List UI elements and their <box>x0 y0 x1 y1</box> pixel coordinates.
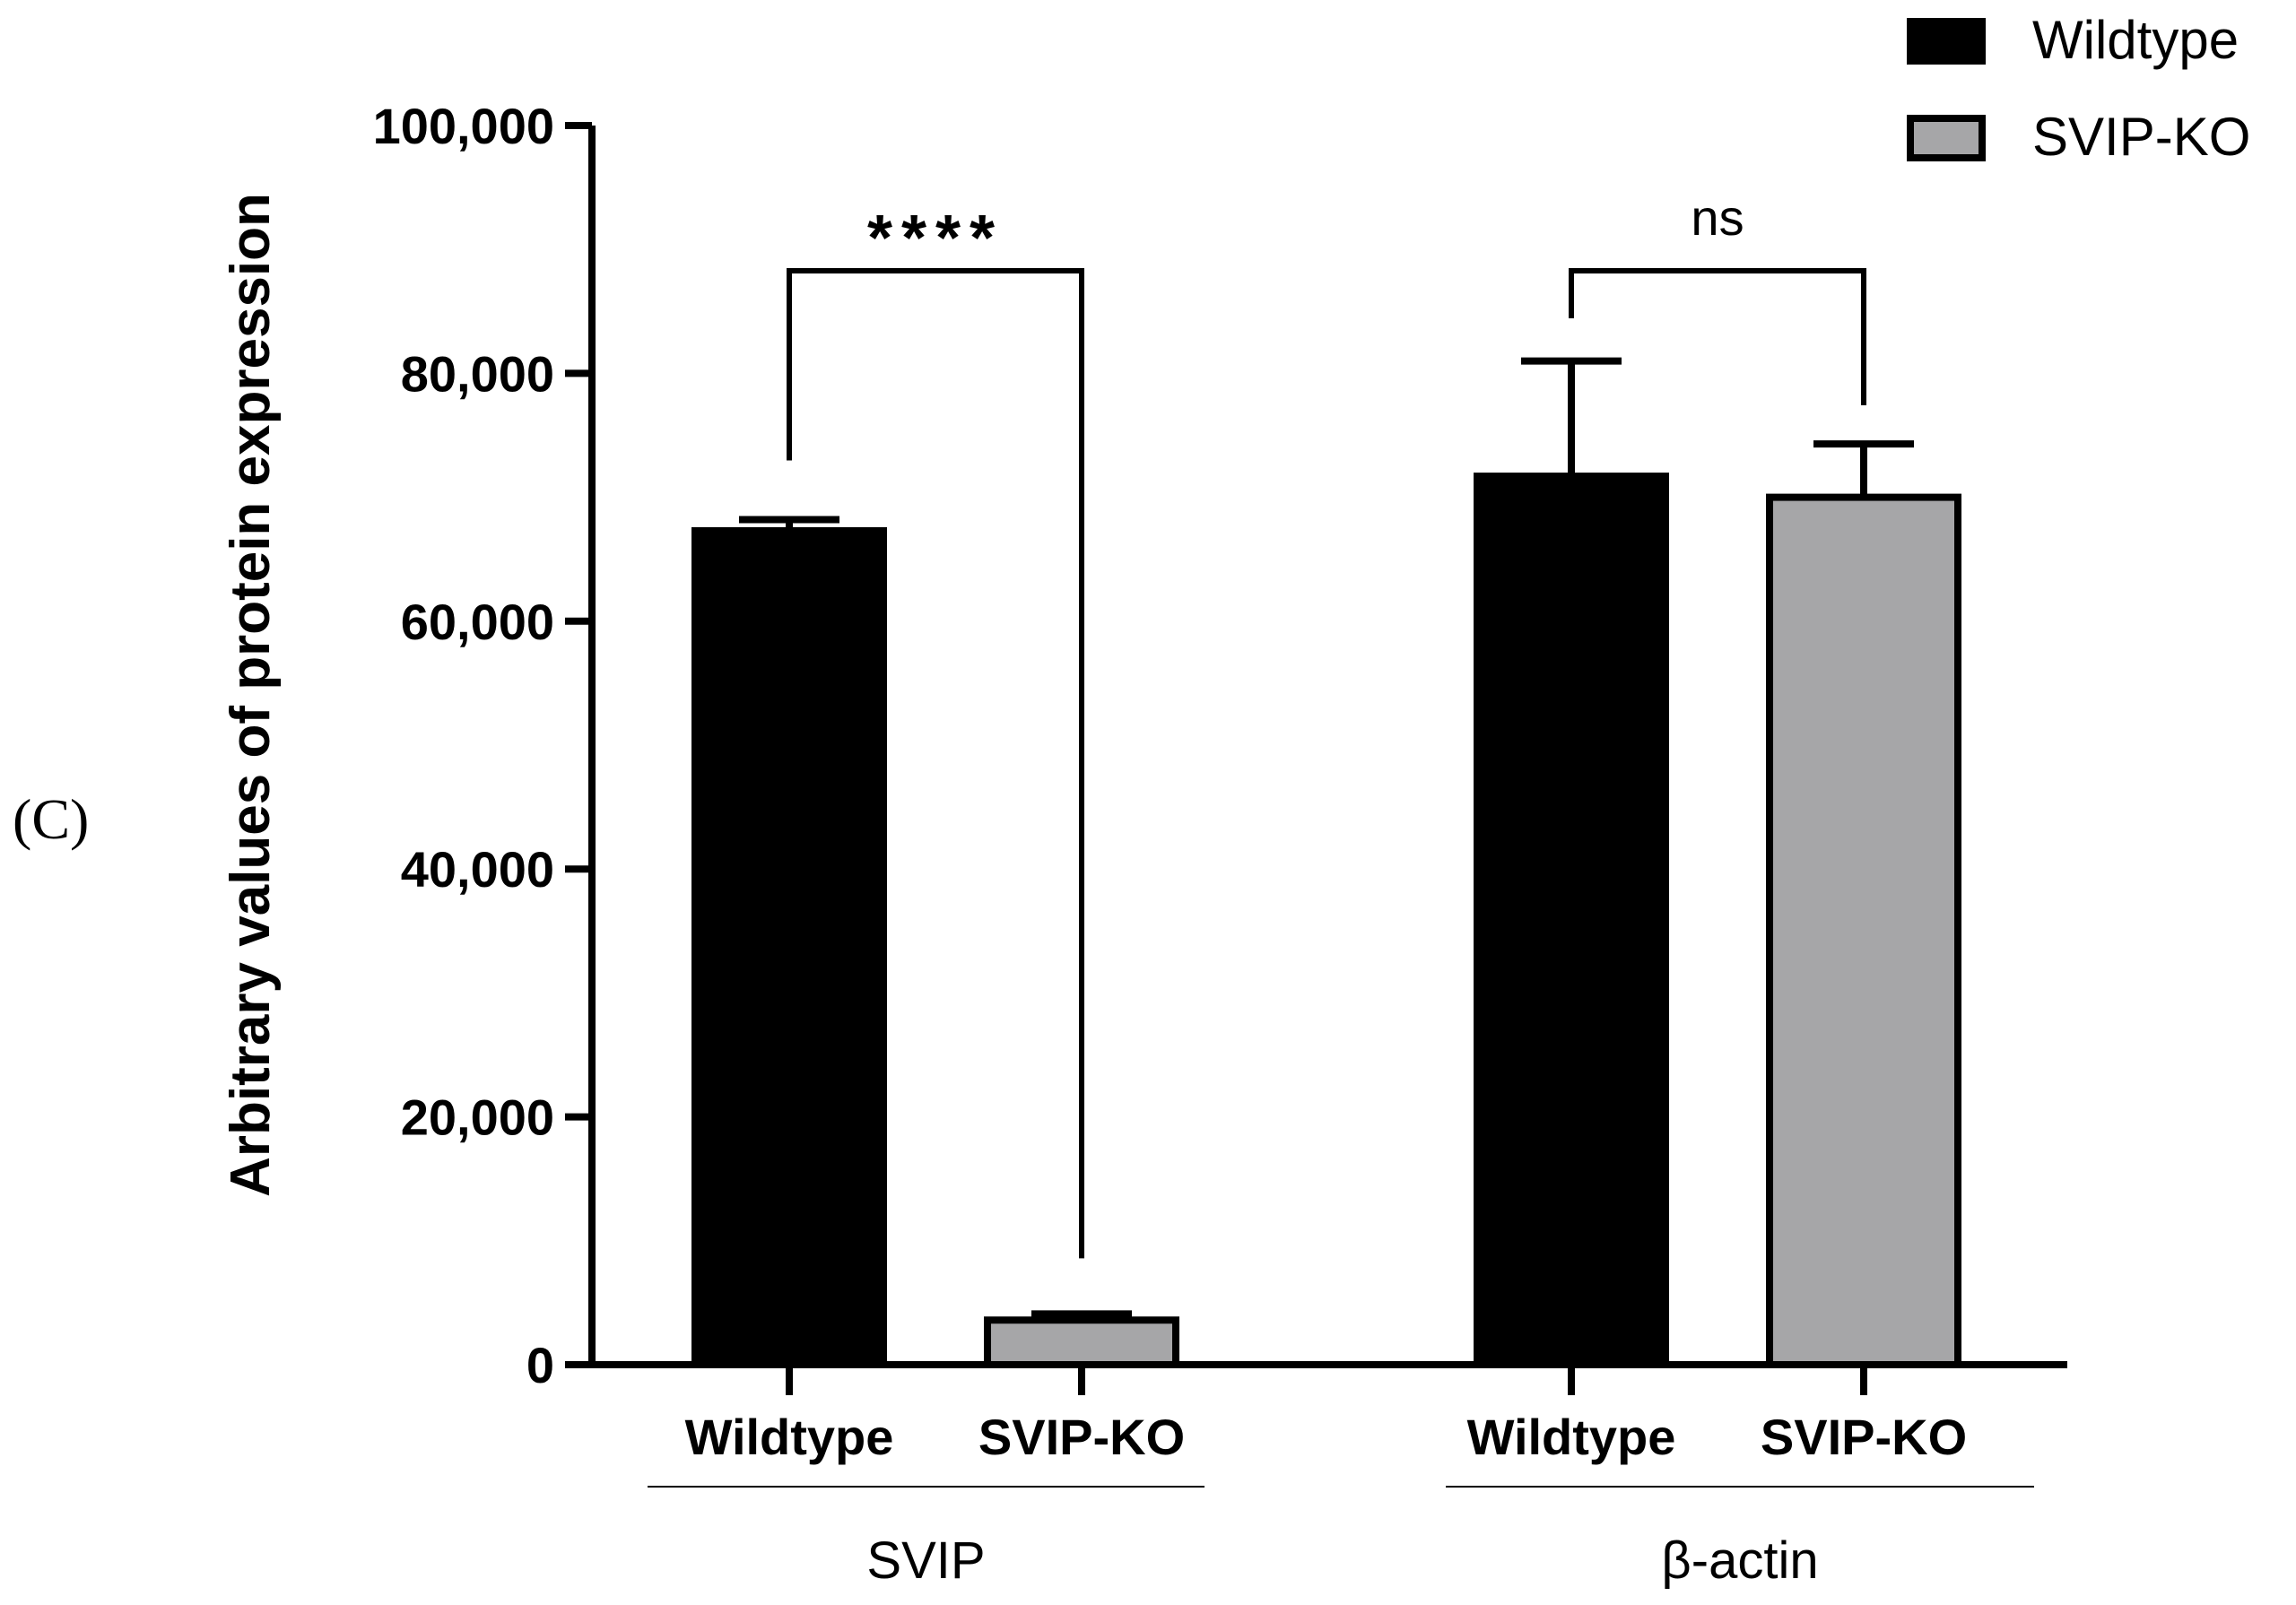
category-label: Wildtype <box>1467 1409 1676 1465</box>
significance-bracket <box>1569 268 1866 405</box>
y-axis-label: Arbitrary values of protein expression <box>220 193 282 1197</box>
category-label: SVIP-KO <box>978 1409 1185 1465</box>
bar <box>1766 493 1961 1368</box>
y-tick-label: 20,000 <box>401 1089 554 1146</box>
group-label: SVIP <box>866 1531 985 1590</box>
group-label: β-actin <box>1661 1531 1818 1590</box>
y-tick-label: 60,000 <box>401 594 554 650</box>
significance-label: ns <box>1691 189 1744 246</box>
y-tick-label: 80,000 <box>401 345 554 402</box>
legend-swatch <box>1907 115 1986 161</box>
significance-bracket <box>787 268 1084 1259</box>
significance-label: **** <box>867 203 1004 274</box>
bar <box>1474 473 1669 1368</box>
legend: Wildtype SVIP-KO <box>1907 10 2250 167</box>
legend-label: Wildtype <box>2032 10 2239 70</box>
panel-label: (C) <box>13 787 89 851</box>
y-tick-label: 0 <box>526 1337 554 1393</box>
category-label: SVIP-KO <box>1761 1409 1967 1465</box>
y-tick-label: 40,000 <box>401 841 554 898</box>
bar <box>984 1316 1179 1369</box>
labels: Wildtype SVIP-KO SVIP **** Wildtype SVIP-KO β-… <box>648 189 2034 1590</box>
y-tick-label: 100,000 <box>373 98 554 154</box>
legend-swatch <box>1907 18 1986 65</box>
legend-label: SVIP-KO <box>2032 107 2250 167</box>
bars <box>691 357 1961 1369</box>
category-label: Wildtype <box>685 1409 894 1465</box>
bar <box>691 526 887 1368</box>
